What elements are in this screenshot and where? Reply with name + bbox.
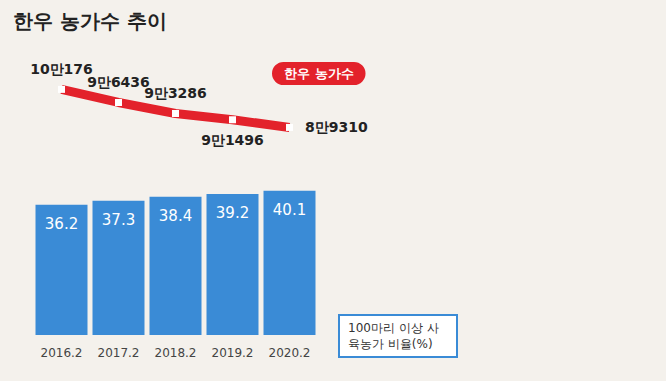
svg-text:한우 농가수 추이: 한우 농가수 추이	[13, 9, 167, 33]
svg-text:2020.2: 2020.2	[269, 346, 311, 360]
svg-text:40.1: 40.1	[273, 201, 306, 219]
svg-text:한우 농가수: 한우 농가수	[284, 66, 354, 81]
svg-text:2018.2: 2018.2	[155, 346, 197, 360]
svg-text:9만6436: 9만6436	[87, 74, 150, 90]
svg-text:8만9310: 8만9310	[305, 119, 368, 135]
svg-text:9만1496: 9만1496	[201, 132, 264, 148]
svg-text:2017.2: 2017.2	[98, 346, 140, 360]
svg-text:100마리 이상 사: 100마리 이상 사	[348, 321, 439, 335]
svg-text:육농가 비율(%): 육농가 비율(%)	[348, 337, 433, 351]
svg-text:39.2: 39.2	[216, 204, 249, 222]
svg-text:9만3286: 9만3286	[144, 85, 207, 101]
svg-text:37.3: 37.3	[102, 211, 135, 229]
svg-text:2016.2: 2016.2	[41, 346, 83, 360]
svg-text:36.2: 36.2	[45, 215, 78, 233]
svg-text:38.4: 38.4	[159, 207, 192, 225]
svg-text:10만176: 10만176	[30, 61, 93, 77]
svg-text:2019.2: 2019.2	[212, 346, 254, 360]
